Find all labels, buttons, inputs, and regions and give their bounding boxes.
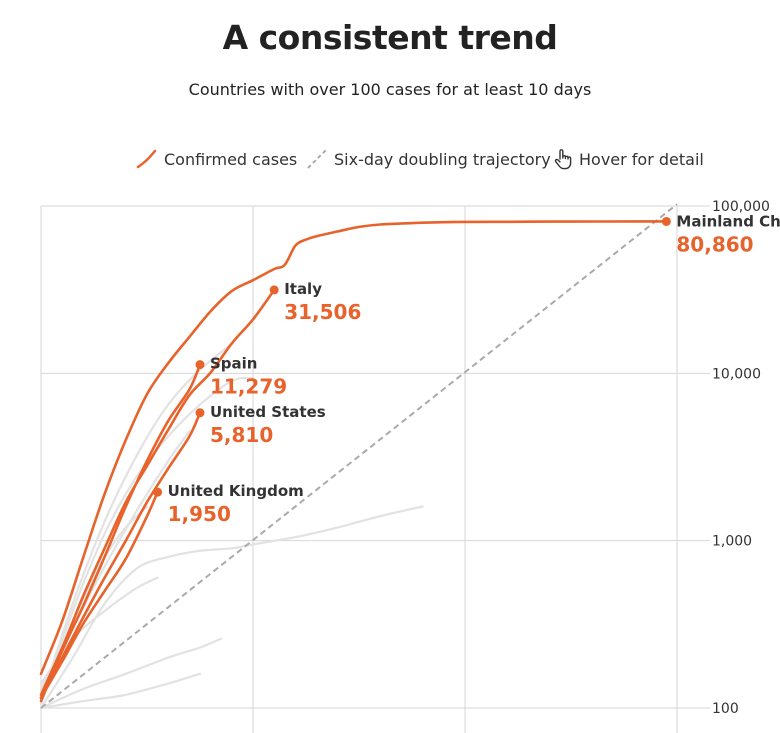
chart-title: A consistent trend <box>222 18 558 57</box>
doubling-layer <box>40 203 678 709</box>
series-end-point-italy[interactable] <box>269 285 279 295</box>
y-tick-label: 100,000 <box>712 199 770 215</box>
doubling-trajectory-line <box>40 203 678 709</box>
series-end-point-spain[interactable] <box>195 360 205 370</box>
y-tick-label: 10,000 <box>712 366 761 382</box>
series-value-label: 1,950 <box>168 502 231 526</box>
series-name-label: Mainland China <box>676 212 780 230</box>
series-value-label: 31,506 <box>284 300 361 324</box>
grid-layer: 100 1,000 10,000 100,000 <box>40 199 770 733</box>
confirmed-swatch-icon <box>136 149 157 169</box>
highlight-series-layer <box>39 220 668 703</box>
series-value-label: 80,860 <box>676 232 753 256</box>
background-series-line[interactable] <box>39 672 202 710</box>
hand-pointer-icon <box>554 149 572 170</box>
background-series-line[interactable] <box>39 342 233 703</box>
series-name-label: Spain <box>210 355 257 373</box>
y-tick-label: 1,000 <box>712 534 752 550</box>
legend: Confirmed cases Six-day doubling traject… <box>0 148 780 174</box>
series-line-united-states[interactable] <box>39 411 202 700</box>
label-layer: Mainland China 80,860 Italy 31,506 Spain 11,2… <box>153 212 780 526</box>
background-series-line[interactable] <box>39 637 223 710</box>
series-name-label: United Kingdom <box>168 482 304 500</box>
series-end-point-united-states[interactable] <box>195 408 205 418</box>
series-name-label: United States <box>210 403 326 421</box>
legend-hover[interactable]: Hover for detail <box>553 148 704 170</box>
chart-subtitle: Countries with over 100 cases for at lea… <box>188 80 592 99</box>
series-name-label: Italy <box>284 280 322 298</box>
series-end-point-united-kingdom[interactable] <box>153 487 163 497</box>
legend-hover-label: Hover for detail <box>579 149 704 169</box>
legend-confirmed: Confirmed cases <box>136 148 297 170</box>
doubling-swatch-icon <box>307 149 327 169</box>
series-value-label: 11,279 <box>210 375 287 399</box>
series-line-italy[interactable] <box>39 288 276 697</box>
legend-confirmed-label: Confirmed cases <box>164 149 298 169</box>
legend-doubling: Six-day doubling trajectory <box>306 148 551 170</box>
legend-doubling-label: Six-day doubling trajectory <box>334 149 551 169</box>
series-line-spain[interactable] <box>39 363 202 703</box>
series-line-mainland-china[interactable] <box>39 220 668 676</box>
y-tick-label: 100 <box>712 701 739 717</box>
series-end-point-mainland-china[interactable] <box>661 216 671 226</box>
background-series-line[interactable] <box>39 505 424 710</box>
series-value-label: 5,810 <box>210 423 273 447</box>
series-line-united-kingdom[interactable] <box>39 490 159 700</box>
